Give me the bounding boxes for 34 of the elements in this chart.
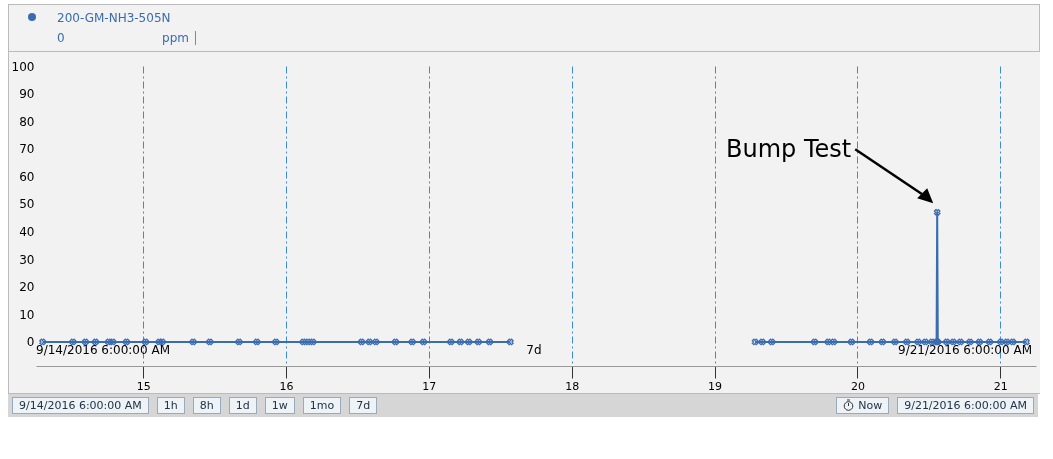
text: 1mo <box>302 397 342 414</box>
legend-label: 200-GM-NH3-505N <box>57 11 171 25</box>
text: 1d <box>228 397 257 414</box>
annotation: 9/14/2016 6:00:00 AM <box>36 343 170 357</box>
y-axis-title: ppm <box>162 31 189 45</box>
text: 1h <box>156 397 185 414</box>
x-tick-label: 20 <box>850 379 865 393</box>
annotation: 7d <box>526 343 542 357</box>
x-tick-label: 15 <box>136 379 151 393</box>
x-tick-label: 17 <box>422 379 437 393</box>
y-tick-label: 90 <box>19 87 35 102</box>
y-tick-label: 70 <box>19 142 35 157</box>
annotation: Bump Test <box>726 135 852 164</box>
text: Now <box>836 397 890 414</box>
text: 0 <box>57 31 65 45</box>
x-tick-label: 21 <box>993 379 1008 393</box>
text: 1w <box>264 397 295 414</box>
y-tick-label: 10 <box>19 307 35 322</box>
y-tick-label: 60 <box>19 169 35 184</box>
y-tick-label: 30 <box>19 252 35 267</box>
x-tick-label: 18 <box>565 379 580 393</box>
x-tick-label: 19 <box>708 379 723 393</box>
text: 9/14/2016 6:00:00 AM <box>12 397 149 414</box>
text: 9/21/2016 6:00:00 AM <box>897 397 1034 414</box>
y-tick-label: 0 <box>26 335 35 350</box>
annotation: 9/21/2016 6:00:00 AM <box>898 343 1032 357</box>
y-tick-label: 40 <box>19 225 35 240</box>
text: 7d <box>349 397 378 414</box>
y-tick-label: 20 <box>19 280 35 295</box>
x-tick-label: 16 <box>279 379 294 393</box>
text: 8h <box>192 397 221 414</box>
y-tick-label: 80 <box>19 114 35 129</box>
y-tick-label: 100 <box>11 59 35 74</box>
y-tick-label: 50 <box>19 197 35 212</box>
